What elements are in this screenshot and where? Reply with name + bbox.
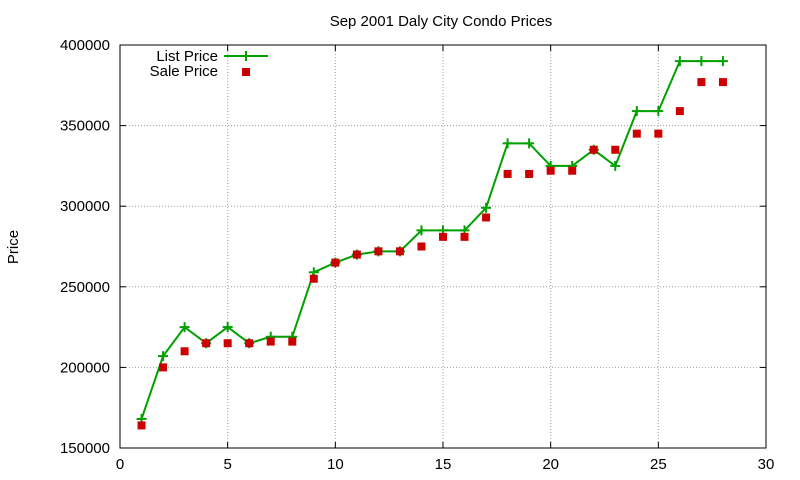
sale-price-point <box>546 166 555 175</box>
y-tick-label: 250000 <box>60 279 110 296</box>
grid <box>120 45 766 448</box>
list-price-point <box>502 138 513 149</box>
axis-ticks: 150000 200000 250000 300000 350000 400000 0 5 10… <box>60 37 774 473</box>
sale-price-point <box>159 363 168 372</box>
sale-price-point <box>417 242 426 251</box>
list-price-point <box>631 106 642 117</box>
sale-price-point <box>352 250 361 259</box>
y-tick-label: 200000 <box>60 359 110 376</box>
x-tick-label: 10 <box>327 456 344 473</box>
legend-marker-list-price <box>241 51 251 61</box>
list-price-point <box>696 56 707 67</box>
list-price-point <box>610 160 621 171</box>
sale-price-point <box>374 247 383 256</box>
y-tick-label: 150000 <box>60 440 110 457</box>
y-tick-label: 350000 <box>60 118 110 135</box>
series-group <box>136 56 728 430</box>
sale-price-point <box>675 107 684 116</box>
legend-marker-sale-price <box>242 68 250 76</box>
legend-label-sale-price: Sale Price <box>150 63 218 80</box>
sale-price-point <box>309 274 318 283</box>
sale-price-point <box>632 129 641 138</box>
list-price-point <box>717 56 728 67</box>
sale-price-point <box>611 145 620 154</box>
legend: List Price Sale Price <box>150 48 268 80</box>
sale-price-point <box>223 339 232 348</box>
y-tick-label: 300000 <box>60 198 110 215</box>
sale-price-point <box>288 337 297 346</box>
sale-price-point <box>395 247 404 256</box>
x-tick-label: 25 <box>650 456 667 473</box>
sale-price-point <box>589 145 598 154</box>
sale-price-point <box>202 339 211 348</box>
list-price-point <box>158 351 169 362</box>
sale-price-point <box>568 166 577 175</box>
sale-price-point <box>718 78 727 87</box>
sale-price-point <box>245 339 254 348</box>
sale-price-point <box>482 213 491 222</box>
x-tick-label: 0 <box>116 456 124 473</box>
sale-price-point <box>439 232 447 241</box>
sale-price-point <box>525 169 534 178</box>
list-price-point <box>481 202 492 213</box>
list-price-point <box>674 56 685 67</box>
x-tick-label: 15 <box>435 456 452 473</box>
x-tick-label: 5 <box>223 456 231 473</box>
list-price-point <box>653 106 664 117</box>
x-tick-label: 20 <box>542 456 559 473</box>
sale-price-point <box>460 232 469 241</box>
y-tick-label: 400000 <box>60 37 110 54</box>
sale-price-point <box>654 129 663 138</box>
x-tick-label: 30 <box>758 456 775 473</box>
sale-price-point <box>503 169 512 178</box>
chart-title: Sep 2001 Daly City Condo Prices <box>330 13 553 30</box>
list-price-point <box>222 322 233 333</box>
list-price-point <box>179 322 190 333</box>
sale-price-point <box>137 421 146 430</box>
sale-price-point <box>331 258 340 267</box>
list-price-line <box>140 60 723 420</box>
list-price-point <box>416 225 427 236</box>
list-price-point <box>524 138 535 149</box>
sale-price-point <box>266 337 275 346</box>
y-axis-label: Price <box>5 230 22 264</box>
sale-price-point <box>180 347 189 356</box>
sale-price-point <box>697 78 706 87</box>
legend-label-list-price: List Price <box>156 48 218 65</box>
